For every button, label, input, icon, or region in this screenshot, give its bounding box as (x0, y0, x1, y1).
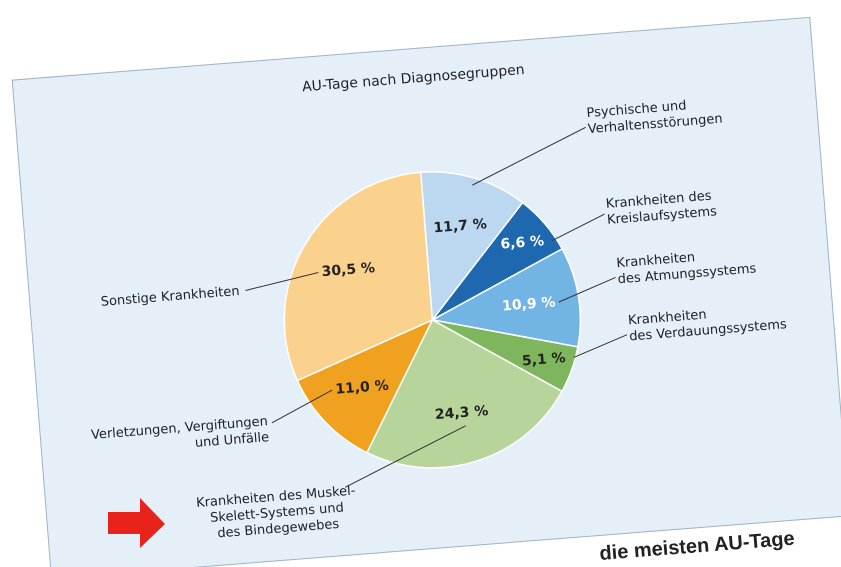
pie-slice (283, 171, 434, 382)
slice-label-line: und Unfälle (194, 430, 269, 451)
slice-label-line: Krankheiten (627, 307, 707, 328)
leader-line (573, 334, 628, 358)
leader-line (551, 213, 605, 242)
value-label: 5,1 % (521, 350, 566, 369)
value-label: 24,3 % (434, 403, 489, 423)
leader-line (245, 271, 319, 291)
value-label: 11,0 % (335, 378, 390, 398)
slice-label-line: Krankheiten (616, 250, 696, 271)
pie-slice (296, 318, 434, 454)
leader-line (558, 276, 616, 303)
leader-line (472, 126, 586, 186)
value-label: 11,7 % (433, 216, 488, 236)
value-label: 10,9 % (502, 294, 557, 314)
leader-line (271, 389, 333, 424)
value-label: 6,6 % (500, 233, 545, 252)
card: AU-Tage nach Diagnosegruppen 11,7 %Psych… (11, 16, 841, 567)
red-arrow (108, 498, 165, 548)
pie-slice (430, 247, 582, 348)
leader-line (344, 425, 466, 488)
value-label: 30,5 % (321, 260, 376, 280)
pie-slice (419, 171, 524, 322)
pie-slice (365, 318, 563, 469)
